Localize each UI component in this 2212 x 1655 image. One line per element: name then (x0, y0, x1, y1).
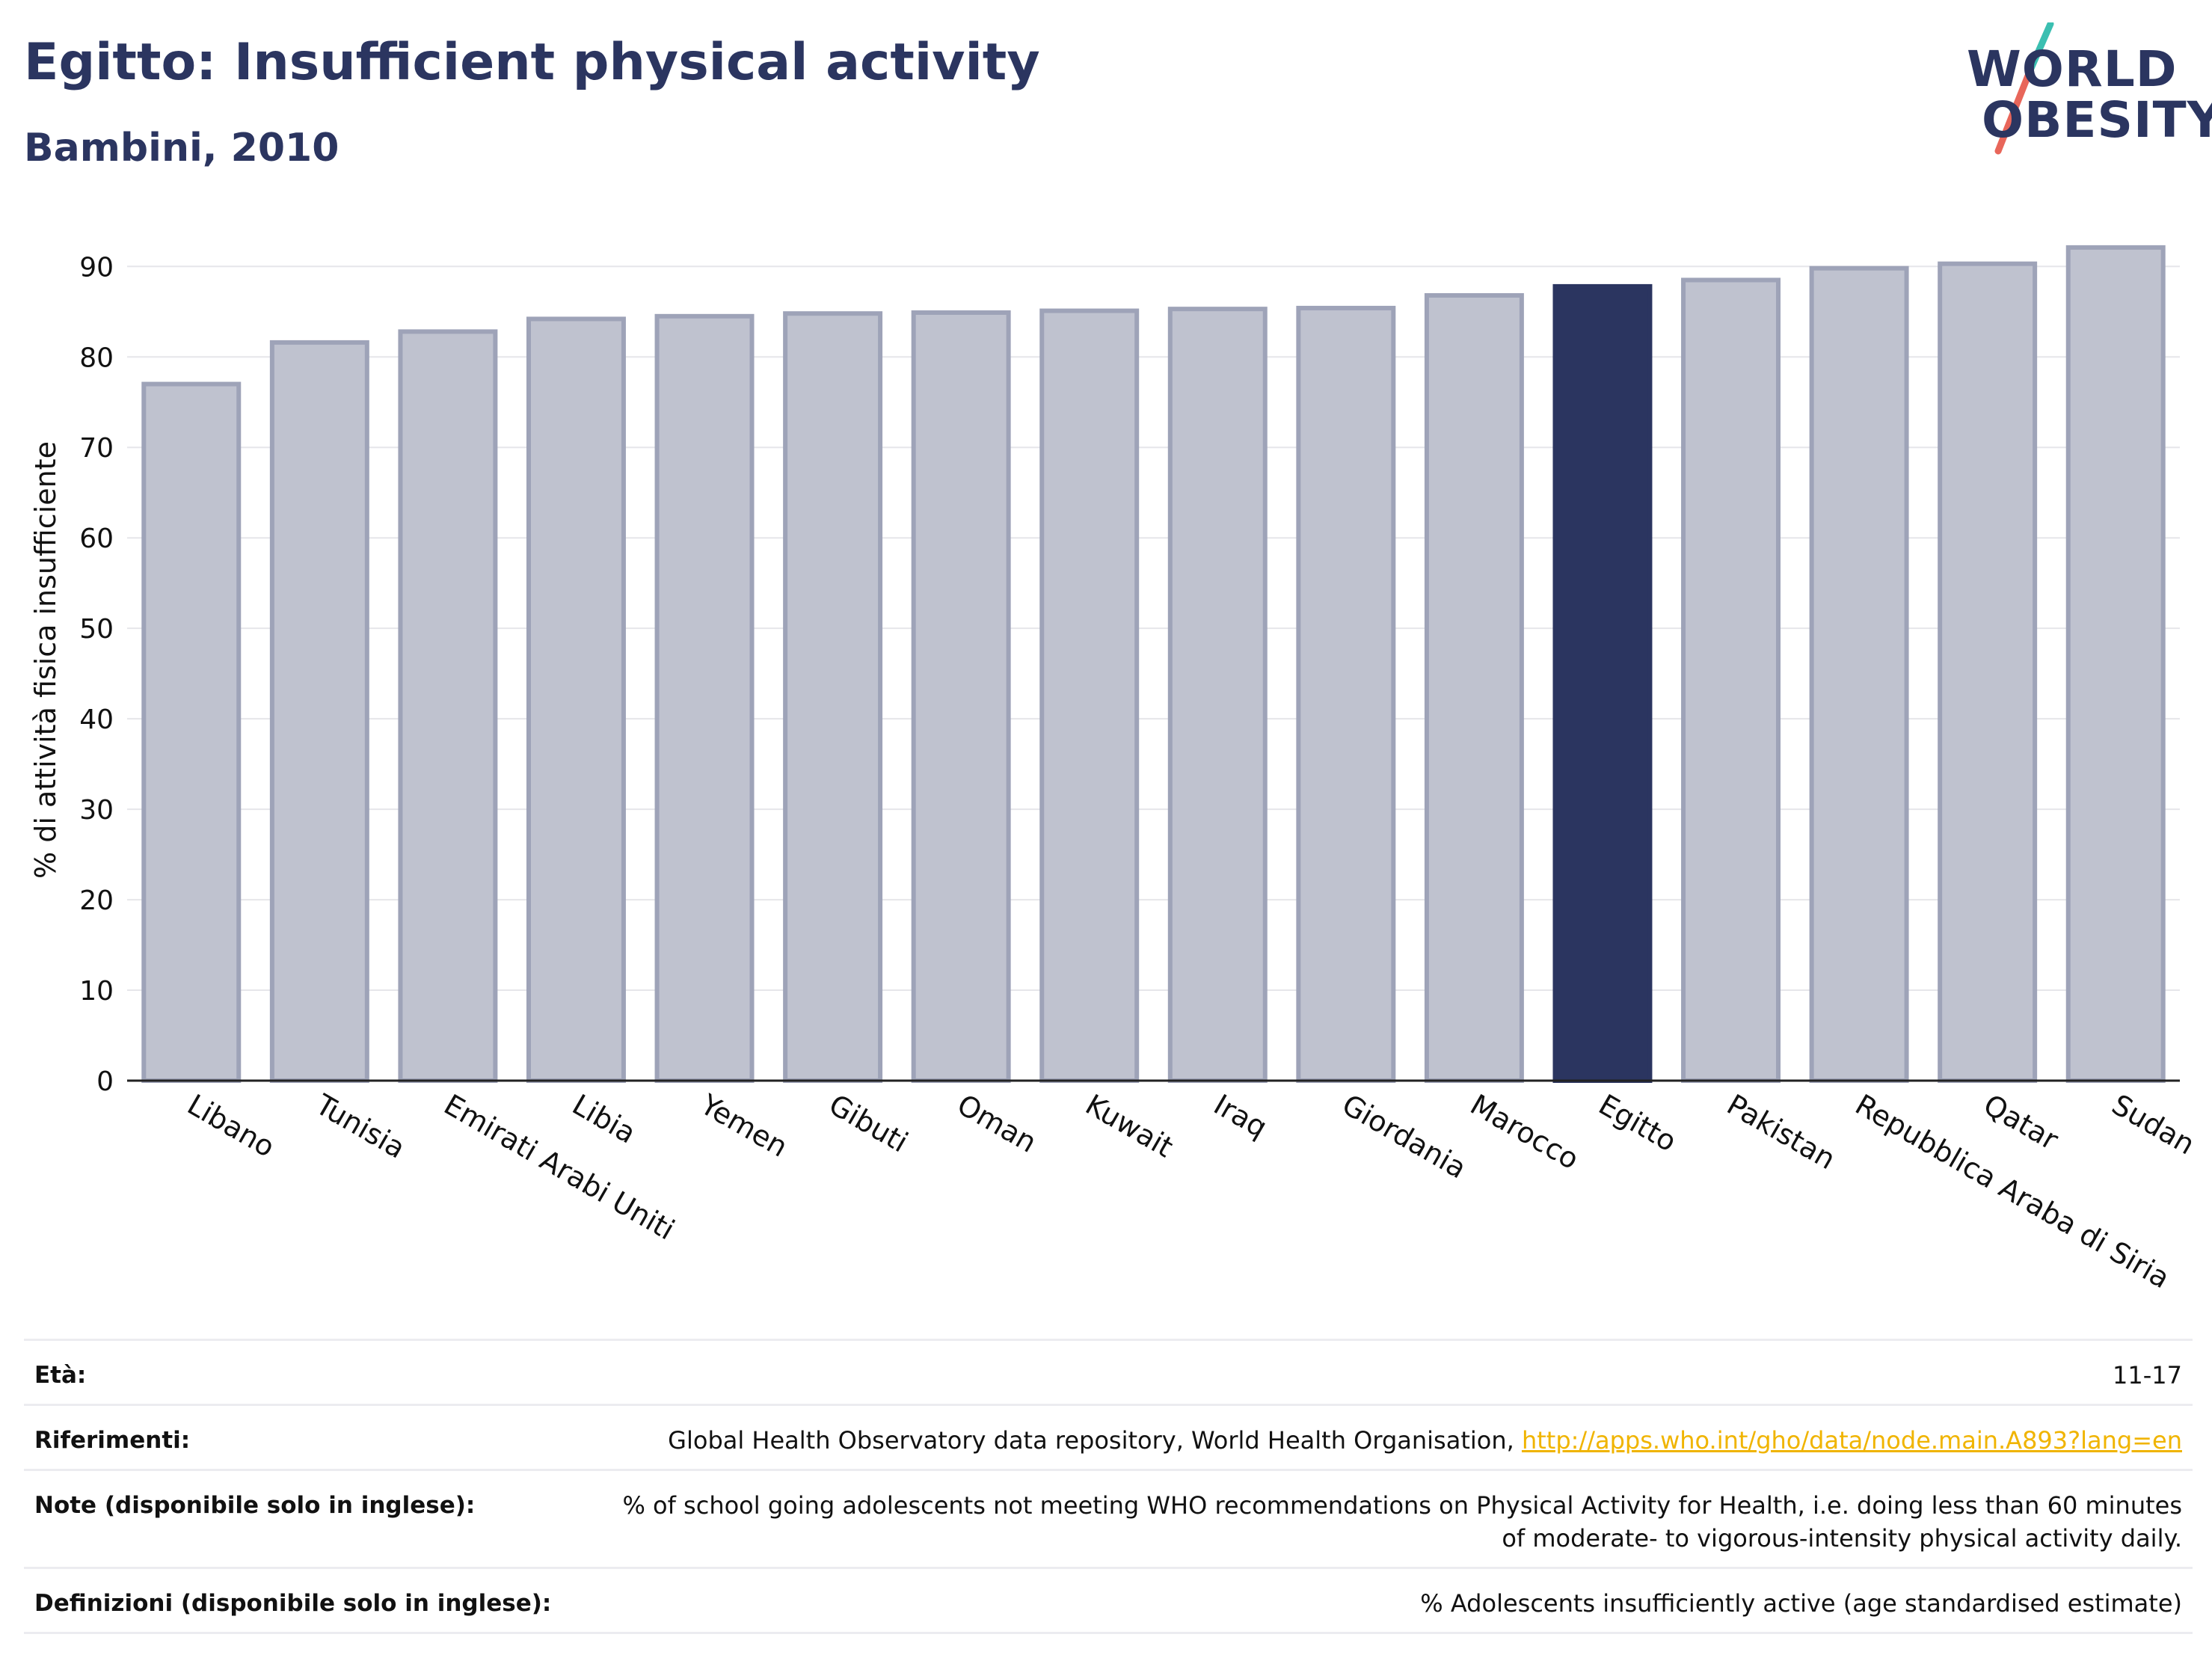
x-tick-label: Marocco (1465, 1088, 1585, 1176)
y-tick-label: 90 (79, 252, 114, 283)
footer-value: % Adolescents insufficiently active (age… (1420, 1589, 2182, 1618)
y-tick-label: 30 (79, 795, 114, 826)
bar-emirati-arabi-uniti (398, 329, 498, 1084)
bar-repubblica-araba-di-siria (1809, 265, 1909, 1083)
bar-sudan (2065, 245, 2166, 1084)
y-tick-label: 50 (79, 614, 114, 645)
bar-kuwait (1039, 308, 1140, 1083)
y-axis-label: % di attività fisica insufficiente (29, 441, 62, 879)
x-tick-label: Egitto (1593, 1088, 1682, 1158)
footer-label: Età: (34, 1362, 87, 1389)
footer-label: Note (disponibile solo in inglese): (34, 1492, 476, 1519)
x-tick-label: Iraq (1208, 1088, 1273, 1144)
x-tick-label: Tunisia (310, 1087, 411, 1165)
x-tick-label: Emirati Arabi Uniti (438, 1088, 680, 1247)
bars (141, 245, 2166, 1084)
x-tick-label: Qatar (1978, 1088, 2064, 1157)
bar-libano (141, 381, 242, 1083)
y-tick-label: 80 (79, 343, 114, 373)
world-obesity-logo: WORLD OBESITY (1952, 22, 2212, 157)
x-tick-label: Libano (182, 1088, 280, 1164)
y-axis-ticks: 0 10 20 30 40 50 60 70 80 90 (79, 252, 114, 1097)
footer-row-age: Età: 11-17 (24, 1339, 2193, 1404)
bar-egitto (1552, 283, 1653, 1084)
bar-chart: 0 10 20 30 40 50 60 70 80 90 Libano Tunisia Emirati… (29, 245, 2200, 1295)
references-link[interactable]: http://apps.who.int/gho/data/node.main.A… (1521, 1426, 2182, 1455)
y-tick-label: 20 (79, 885, 114, 916)
logo-line-1: WORLD (1967, 40, 2178, 98)
x-tick-label: Pakistan (1721, 1088, 1841, 1176)
bar-oman (911, 310, 1011, 1083)
x-tick-label: Yemen (695, 1087, 793, 1164)
bar-iraq (1167, 307, 1268, 1084)
footer-value: Global Health Observatory data repositor… (668, 1424, 2182, 1457)
footer-row-notes: Note (disponibile solo in inglese): % of… (24, 1469, 2193, 1567)
x-tick-label: Libia (567, 1088, 642, 1150)
bar-giordania (1296, 305, 1396, 1084)
footer-label: Riferimenti: (34, 1427, 191, 1454)
footer-value: % of school going adolescents not meetin… (622, 1491, 2182, 1553)
x-tick-label: Kuwait (1080, 1088, 1179, 1164)
logo-slash-icon (1994, 22, 2054, 155)
bar-qatar (1938, 261, 2038, 1084)
bar-pakistan (1681, 277, 1781, 1084)
footer-row-definitions: Definizioni (disponibile solo in inglese… (24, 1567, 2193, 1634)
y-tick-label: 70 (79, 433, 114, 464)
bar-yemen (654, 313, 755, 1084)
bar-gibuti (783, 311, 883, 1083)
bar-libia (526, 316, 626, 1084)
x-tick-label: Giordania (1336, 1088, 1472, 1185)
logo-line-2: OBESITY (1982, 91, 2212, 149)
footer-value: 11-17 (2113, 1361, 2182, 1390)
footer-label: Definizioni (disponibile solo in inglese… (34, 1590, 552, 1617)
y-tick-label: 60 (79, 523, 114, 554)
y-tick-label: 10 (79, 976, 114, 1007)
footer-row-references: Riferimenti: Global Health Observatory d… (24, 1404, 2193, 1469)
footer-table: Età: 11-17 Riferimenti: Global Health Ob… (24, 1339, 2193, 1634)
x-tick-label: Sudan (2107, 1088, 2201, 1161)
bar-marocco (1424, 293, 1524, 1083)
bar-tunisia (269, 340, 369, 1084)
x-tick-label: Gibuti (823, 1088, 913, 1159)
x-tick-label: Oman (952, 1088, 1042, 1159)
page-subtitle: Bambini, 2010 (24, 126, 340, 171)
page-title: Egitto: Insufficient physical activity (24, 33, 1040, 92)
y-tick-label: 40 (79, 704, 114, 735)
references-text: Global Health Observatory data repositor… (668, 1426, 1522, 1455)
y-tick-label: 0 (96, 1066, 114, 1097)
